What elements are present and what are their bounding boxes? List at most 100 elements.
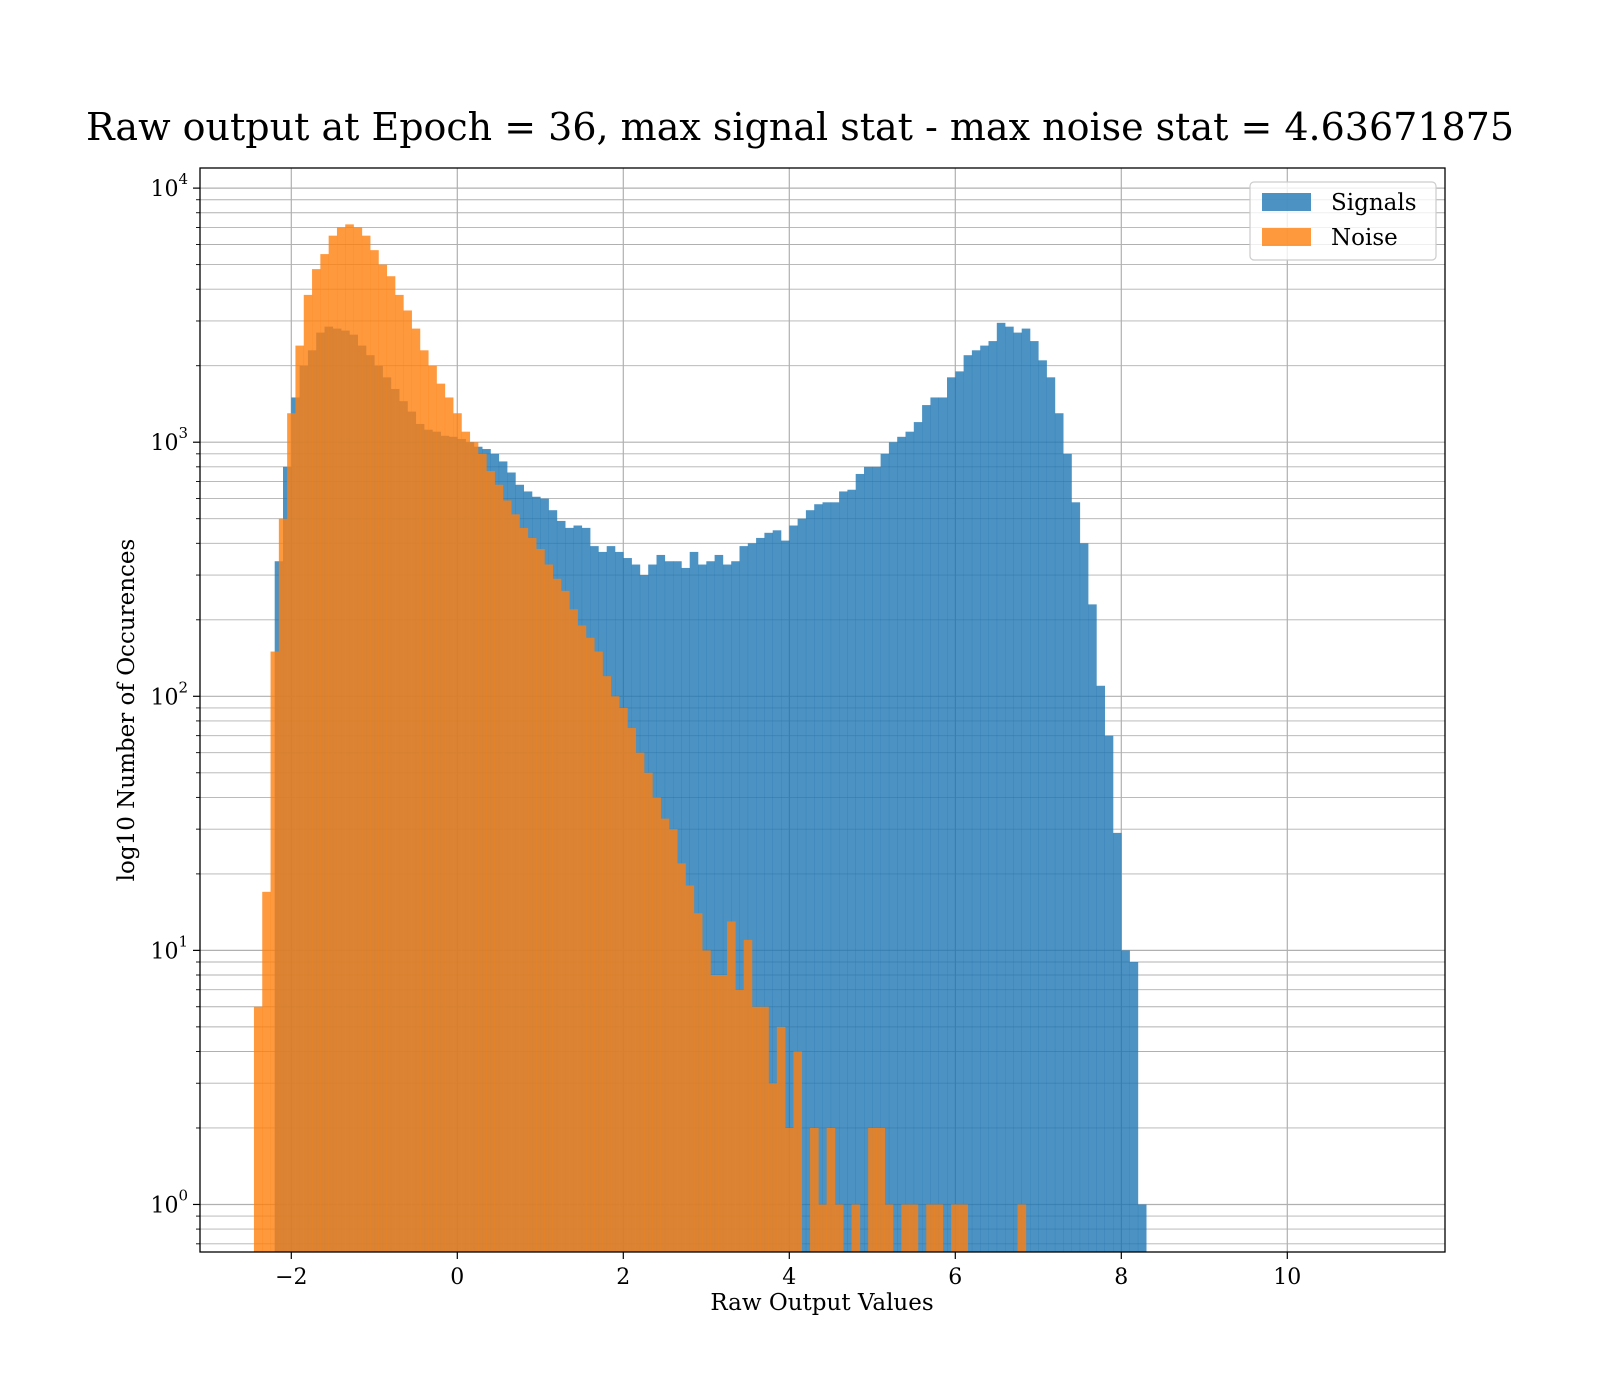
bar [735, 989, 744, 1252]
histogram-bars [253, 224, 1147, 1253]
bar [718, 975, 728, 1252]
bar [855, 473, 865, 1252]
bar [1113, 832, 1122, 1252]
bar [822, 502, 832, 1252]
bar [419, 350, 429, 1252]
bar [544, 564, 554, 1252]
x-axis: −2 0 2 4 6 8 10 [275, 1252, 1301, 1290]
bar [764, 532, 773, 1252]
bar [905, 431, 915, 1252]
bar [403, 310, 412, 1253]
bar [781, 540, 790, 1252]
bar [328, 235, 338, 1252]
bar [913, 422, 923, 1253]
bar [1129, 962, 1139, 1252]
bar [585, 637, 595, 1252]
bar [818, 1204, 827, 1252]
bar [710, 975, 720, 1252]
bar [947, 377, 956, 1253]
bar [345, 224, 354, 1252]
bar [453, 413, 462, 1252]
bar [619, 707, 628, 1252]
x-tick-label: −2 [275, 1265, 307, 1290]
bar [739, 546, 749, 1252]
bar [897, 436, 906, 1252]
bar [1071, 502, 1081, 1252]
series-noise [253, 224, 1027, 1253]
bar [287, 413, 296, 1252]
bar [938, 397, 948, 1253]
bar [561, 590, 570, 1252]
bar [1038, 360, 1047, 1253]
bar [478, 453, 487, 1253]
bar [262, 891, 271, 1252]
bar [963, 355, 973, 1252]
bar [511, 514, 520, 1252]
bar [768, 1083, 778, 1252]
bar [909, 1204, 919, 1252]
bar [436, 383, 446, 1252]
bar [486, 471, 495, 1252]
bar [959, 1204, 969, 1252]
x-tick-label: 4 [782, 1265, 796, 1290]
x-tick-label: 6 [948, 1265, 962, 1290]
bar [469, 442, 479, 1253]
bar [594, 651, 603, 1252]
bar [552, 578, 562, 1252]
bar [698, 564, 707, 1252]
chart-title: Raw output at Epoch = 36, max signal sta… [86, 105, 1514, 149]
bar [880, 453, 890, 1253]
bar [610, 696, 620, 1252]
y-tick-label: 101 [150, 932, 188, 964]
bar [395, 294, 404, 1252]
bar [253, 1006, 263, 1252]
bar [702, 950, 711, 1252]
bar [789, 525, 798, 1252]
bar [830, 502, 840, 1252]
bar [602, 676, 612, 1252]
legend: Signals Noise [1249, 181, 1437, 261]
bar [320, 254, 329, 1253]
bar [336, 227, 346, 1253]
bar [1096, 685, 1105, 1252]
bar [706, 561, 715, 1252]
bar [751, 1006, 761, 1252]
x-axis-label: Raw Output Values [710, 1290, 933, 1316]
y-tick-label: 102 [150, 678, 188, 710]
bar [635, 752, 645, 1252]
bar [776, 1026, 786, 1252]
bar [386, 276, 396, 1253]
bar [872, 466, 881, 1253]
bar [295, 345, 305, 1253]
y-tick-label: 100 [150, 1186, 188, 1218]
bar [411, 328, 421, 1253]
bar [270, 651, 280, 1252]
bar [1054, 413, 1064, 1252]
x-tick-label: 0 [450, 1265, 464, 1290]
bar [1104, 735, 1114, 1252]
bar [519, 527, 529, 1252]
bar [760, 1006, 769, 1252]
bar [461, 431, 471, 1252]
bar [772, 530, 782, 1252]
bar [685, 885, 695, 1252]
bar [876, 1127, 886, 1252]
bar [814, 504, 823, 1253]
bar [810, 1127, 819, 1252]
bar [577, 625, 587, 1252]
x-tick-label: 8 [1114, 1265, 1128, 1290]
bar [988, 341, 998, 1253]
bar [370, 250, 379, 1252]
bar [930, 397, 939, 1253]
bar [652, 797, 661, 1252]
bar [536, 548, 545, 1252]
bar [1121, 950, 1130, 1252]
y-tick-label: 103 [150, 424, 188, 456]
y-tick-label: 104 [150, 170, 188, 202]
bar [668, 829, 678, 1252]
bar [839, 491, 848, 1252]
plot-area-border [199, 167, 1446, 1253]
bar [747, 543, 757, 1252]
bar [353, 227, 363, 1253]
